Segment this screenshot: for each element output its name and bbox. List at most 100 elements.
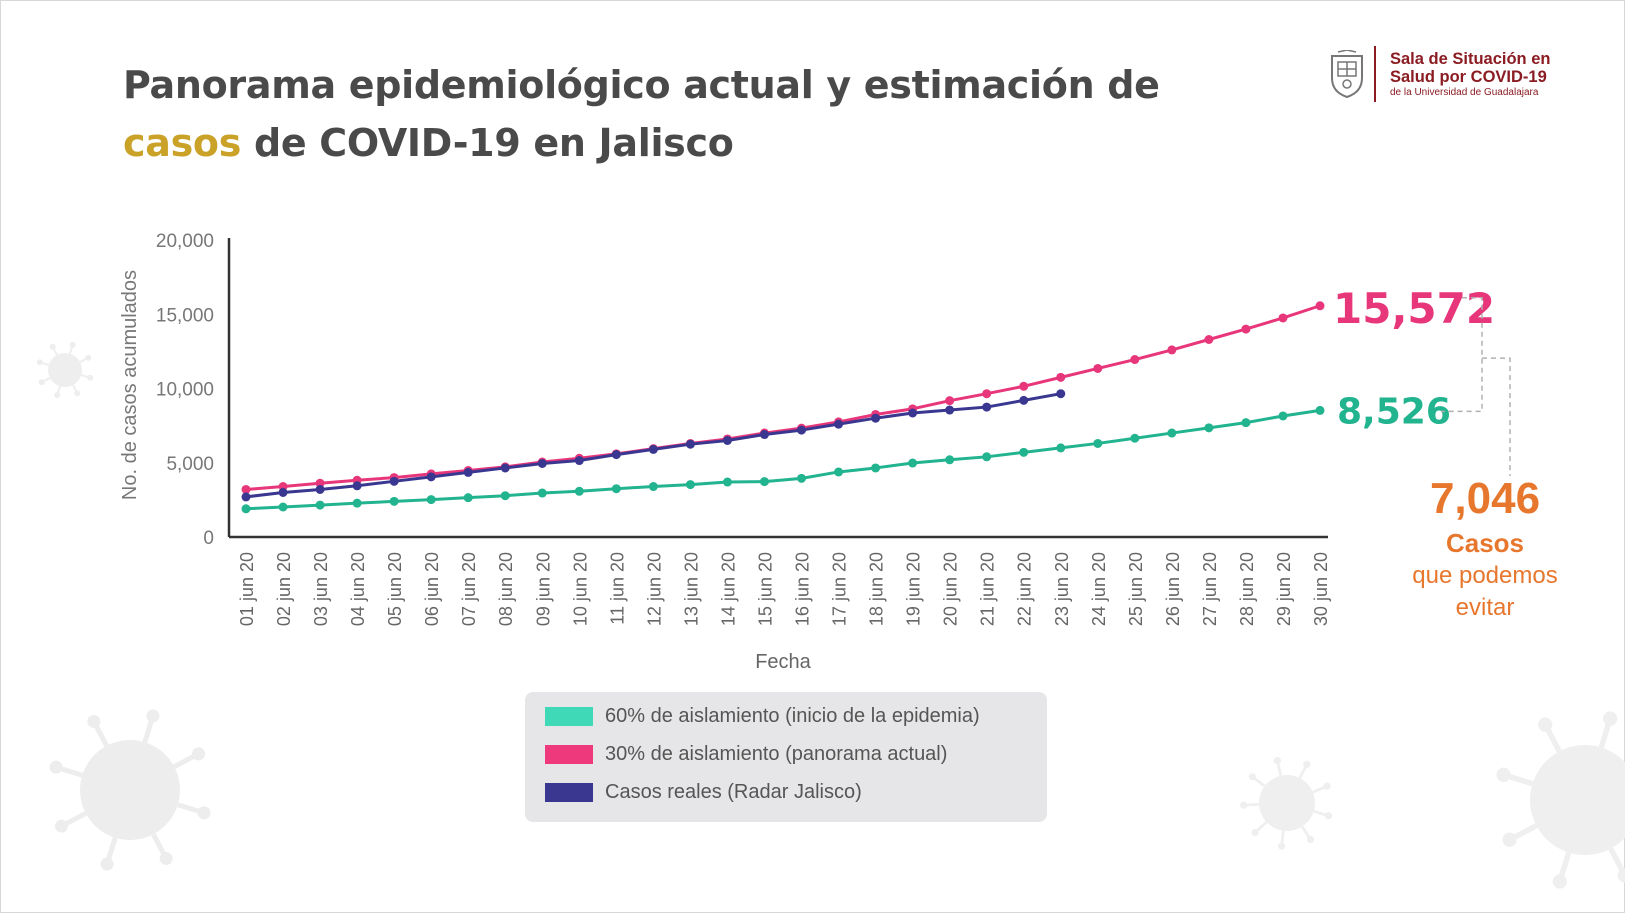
virus-spike-tip bbox=[1496, 767, 1511, 782]
udg-logo: Sala de Situación en Salud por COVID-19 … bbox=[1322, 42, 1602, 104]
data-point bbox=[315, 478, 325, 488]
x-tick-label: 06 jun 20 bbox=[422, 552, 442, 626]
data-point bbox=[1130, 355, 1140, 365]
avoidable-cases-value: 7,046 bbox=[1429, 474, 1541, 523]
logo-line-3: de la Universidad de Guadalajara bbox=[1390, 87, 1539, 98]
y-tick-label: 10,000 bbox=[156, 380, 214, 401]
legend-swatch bbox=[545, 782, 593, 802]
virus-icon bbox=[1240, 757, 1333, 850]
legend-item: 60% de aislamiento (inicio de la epidemi… bbox=[545, 702, 980, 730]
x-tick-label: 24 jun 20 bbox=[1089, 552, 1109, 626]
data-point bbox=[722, 477, 732, 487]
legend-label: 30% de aislamiento (panorama actual) bbox=[605, 742, 948, 765]
virus-spike-tip bbox=[1306, 835, 1315, 844]
series-group bbox=[241, 301, 1325, 494]
y-tick-label: 0 bbox=[203, 528, 214, 549]
data-point bbox=[1278, 313, 1288, 323]
virus-spike-tip bbox=[38, 379, 45, 386]
x-tick-label: 09 jun 20 bbox=[533, 552, 553, 626]
data-point bbox=[1056, 372, 1066, 382]
data-point bbox=[611, 484, 621, 494]
data-point bbox=[722, 435, 732, 445]
data-point bbox=[945, 455, 955, 465]
virus-body bbox=[80, 740, 180, 840]
series-group bbox=[241, 389, 1066, 502]
virus-spike-tip bbox=[36, 359, 43, 366]
data-point bbox=[352, 498, 362, 508]
virus-icon bbox=[36, 341, 94, 399]
data-point bbox=[945, 396, 955, 406]
data-point bbox=[426, 472, 436, 482]
virus-spike-tip bbox=[1538, 717, 1553, 732]
data-point bbox=[500, 463, 510, 473]
difference-bracket bbox=[1441, 297, 1483, 413]
x-tick-label: 12 jun 20 bbox=[644, 552, 664, 626]
series-line bbox=[245, 304, 1321, 491]
data-point bbox=[537, 488, 547, 498]
virus-spike-tip bbox=[87, 374, 94, 381]
x-tick-label: 19 jun 20 bbox=[904, 552, 924, 626]
x-tick-label: 04 jun 20 bbox=[348, 552, 368, 626]
x-tick-label: 07 jun 20 bbox=[459, 552, 479, 626]
data-point bbox=[241, 484, 251, 494]
virus-spike-tip bbox=[87, 714, 101, 728]
end-value-label: 15,572 bbox=[1333, 284, 1495, 333]
data-point bbox=[1167, 345, 1177, 355]
x-tick-label: 18 jun 20 bbox=[867, 552, 887, 626]
x-tick-label: 27 jun 20 bbox=[1200, 552, 1220, 626]
x-tick-label: 22 jun 20 bbox=[1015, 552, 1035, 626]
data-point bbox=[871, 413, 881, 423]
virus-spike-tip bbox=[146, 709, 160, 723]
data-point bbox=[315, 484, 325, 494]
x-tick-label: 26 jun 20 bbox=[1163, 552, 1183, 626]
virus-spike-tip bbox=[85, 354, 92, 361]
x-tick-label: 13 jun 20 bbox=[681, 552, 701, 626]
data-point bbox=[500, 491, 510, 501]
data-point bbox=[685, 480, 695, 490]
data-point bbox=[1241, 324, 1251, 334]
x-tick-label: 23 jun 20 bbox=[1052, 552, 1072, 626]
virus-body bbox=[1530, 745, 1625, 855]
data-point bbox=[1241, 418, 1251, 428]
data-point bbox=[834, 467, 844, 477]
legend-swatch bbox=[545, 744, 593, 764]
x-tick-label: 15 jun 20 bbox=[755, 552, 775, 626]
y-tick-label: 5,000 bbox=[166, 454, 214, 475]
title-part-2: de COVID-19 en Jalisco bbox=[241, 121, 734, 165]
data-point bbox=[278, 487, 288, 497]
x-tick-label: 17 jun 20 bbox=[830, 552, 850, 626]
title-highlight: casos bbox=[123, 121, 242, 165]
virus-spike-tip bbox=[1273, 757, 1282, 765]
legend-swatch bbox=[545, 706, 593, 726]
legend-item: Casos reales (Radar Jalisco) bbox=[545, 778, 862, 806]
x-tick-label: 28 jun 20 bbox=[1237, 552, 1257, 626]
data-point bbox=[389, 476, 399, 486]
x-tick-label: 21 jun 20 bbox=[978, 552, 998, 626]
data-point bbox=[537, 458, 547, 468]
data-point bbox=[426, 495, 436, 505]
virus-spike-tip bbox=[1502, 832, 1517, 847]
data-point bbox=[574, 486, 584, 496]
data-point bbox=[685, 439, 695, 449]
data-point bbox=[1093, 363, 1103, 373]
udg-crest-icon bbox=[1331, 50, 1363, 98]
data-point bbox=[1056, 443, 1066, 453]
chart-legend: 60% de aislamiento (inicio de la epidemi… bbox=[525, 692, 1047, 822]
virus-icon bbox=[49, 709, 211, 871]
data-point bbox=[1093, 438, 1103, 448]
data-point bbox=[648, 482, 658, 492]
data-point bbox=[1315, 301, 1325, 311]
data-point bbox=[834, 419, 844, 429]
data-point bbox=[1130, 433, 1140, 443]
data-point bbox=[982, 389, 992, 399]
logo-divider bbox=[1374, 46, 1376, 102]
difference-connector bbox=[1482, 357, 1511, 476]
data-point bbox=[241, 504, 251, 514]
x-tick-label: 20 jun 20 bbox=[941, 552, 961, 626]
virus-body bbox=[1259, 775, 1315, 831]
virus-spike-tip bbox=[1240, 801, 1248, 809]
data-point bbox=[1278, 411, 1288, 421]
page-title: Panorama epidemiológico actual y estimac… bbox=[123, 56, 1253, 172]
y-tick-label: 20,000 bbox=[156, 231, 214, 252]
data-point bbox=[1167, 428, 1177, 438]
